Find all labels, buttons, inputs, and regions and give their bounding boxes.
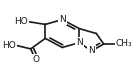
Text: HO: HO <box>2 41 16 50</box>
Text: N: N <box>76 38 83 47</box>
Text: N: N <box>88 46 95 56</box>
Text: HO: HO <box>15 17 28 26</box>
Text: N: N <box>59 15 66 24</box>
Text: O: O <box>32 55 39 64</box>
Text: CH₃: CH₃ <box>116 40 132 48</box>
